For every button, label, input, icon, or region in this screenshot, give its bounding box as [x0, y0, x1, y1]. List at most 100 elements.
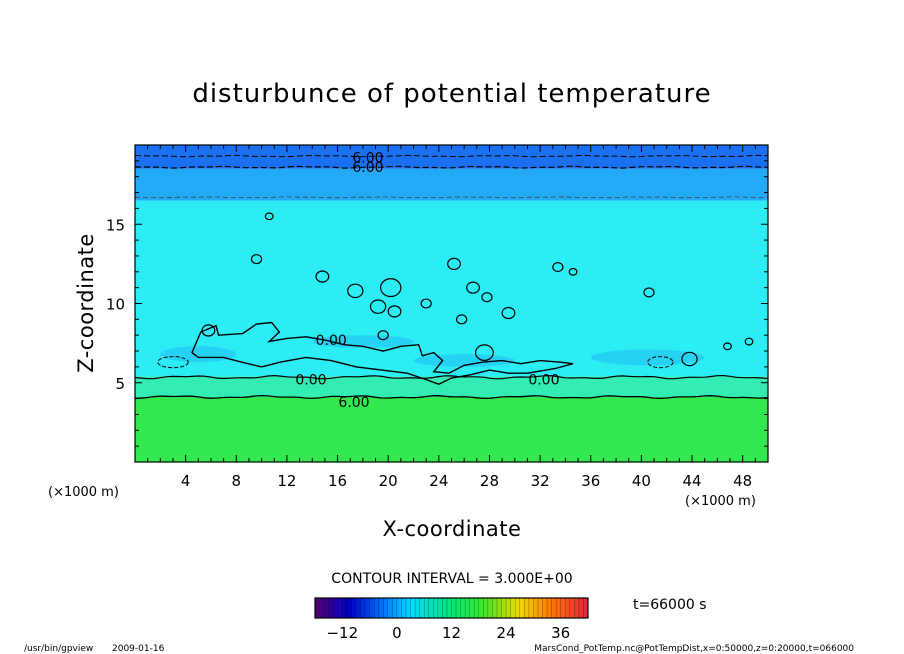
colorbar — [314, 598, 589, 618]
colorbar-segment — [342, 598, 348, 618]
contour-line-pos6 — [135, 394, 768, 400]
x-tick-label: 28 — [480, 472, 499, 490]
colorbar-segment — [574, 598, 580, 618]
colorbar-segment — [337, 598, 343, 618]
contour-line-neg9 — [135, 154, 768, 158]
colorbar-segment — [519, 598, 525, 618]
x-tick-label: 16 — [328, 472, 347, 490]
cool-patch-0 — [160, 346, 237, 363]
colorbar-segment — [360, 598, 366, 618]
colorbar-segment — [542, 598, 548, 618]
colorbar-segment — [533, 598, 539, 618]
colorbar-segment — [510, 598, 516, 618]
cool-patch-3 — [312, 335, 414, 348]
contour-label-3: 0.00 — [295, 373, 326, 389]
contour-blob-3 — [347, 283, 364, 299]
colorbar-segment — [333, 598, 339, 618]
contour-line-zero-upper — [191, 321, 574, 386]
x-tick-label: 8 — [232, 472, 242, 490]
contour-blob-12 — [552, 262, 564, 273]
colorbar-segment — [401, 598, 407, 618]
contour-blob-8 — [447, 257, 461, 271]
colorbar-segment — [537, 598, 543, 618]
colorbar-segment — [460, 598, 466, 618]
x-unit-label-left: (×1000 m) — [48, 485, 119, 500]
contour-labels: 6.006.000.000.00 0.006.00 — [295, 151, 559, 411]
colorbar-tick-labels: −12 0 12 24 36 — [326, 624, 570, 642]
colorbar-segment — [551, 598, 557, 618]
contour-blob-4 — [380, 278, 402, 298]
colorbar-segment — [365, 598, 371, 618]
colorbar-segment — [524, 598, 530, 618]
colorbar-segment — [319, 598, 325, 618]
x-tick-label: 20 — [379, 472, 398, 490]
contour-label-5: 6.00 — [338, 395, 369, 411]
colorbar-segment — [456, 598, 462, 618]
colorbar-segment — [396, 598, 402, 618]
colorbar-segment — [483, 598, 489, 618]
colorbar-segment — [387, 598, 393, 618]
colorbar-segment — [569, 598, 575, 618]
footer-source: MarsCond_PotTemp.nc@PotTempDist,x=0:5000… — [534, 644, 854, 654]
contour-label-0: 6.00 — [352, 151, 383, 167]
colorbar-segment — [346, 598, 352, 618]
contour-blob-0 — [250, 254, 263, 265]
x-tick-label: 32 — [531, 472, 550, 490]
contour-region-1 — [135, 376, 768, 398]
contour-blob-7 — [420, 298, 432, 309]
x-tick-label: 36 — [581, 472, 600, 490]
x-tick-label: 40 — [632, 472, 651, 490]
contour-blob-11 — [501, 306, 516, 320]
colorbar-tick-label: 12 — [442, 624, 461, 642]
colorbar-segment — [506, 598, 512, 618]
contour-blob-21 — [201, 324, 216, 337]
colorbar-segment — [487, 598, 493, 618]
contour-region-0 — [135, 397, 768, 462]
contour-label-1: 6.00 — [352, 160, 383, 176]
contour-blob-9 — [466, 281, 480, 294]
contour-line-neg6 — [135, 165, 768, 169]
colorbar-segment — [406, 598, 412, 618]
y-tick-label: 15 — [106, 216, 125, 234]
contour-blob-15 — [681, 351, 698, 367]
colorbar-segment — [378, 598, 384, 618]
x-tick-label: 4 — [181, 472, 191, 490]
contour-blob-19 — [377, 330, 389, 341]
x-tick-label: 48 — [733, 472, 752, 490]
colorbar-segment — [437, 598, 443, 618]
time-label: t=66000 s — [633, 597, 707, 613]
colorbar-tick-label: −12 — [326, 624, 358, 642]
contour-blob-16 — [723, 342, 732, 351]
contour-fill-bands — [135, 145, 768, 462]
contour-blob-2 — [315, 270, 330, 283]
colorbar-segment — [315, 598, 321, 618]
contour-neg-blob-0 — [157, 356, 189, 369]
colorbar-segment — [446, 598, 452, 618]
contour-blob-10 — [481, 292, 493, 303]
contour-neg-blob-1 — [647, 356, 674, 369]
x-unit-label-right: (×1000 m) — [685, 494, 756, 509]
colorbar-segment — [328, 598, 334, 618]
colorbar-segment — [492, 598, 498, 618]
y-axis-ticks: 5 10 15 — [106, 160, 768, 447]
contour-blob-5 — [369, 299, 387, 314]
colorbar-segment — [410, 598, 416, 618]
x-tick-label: 44 — [682, 472, 701, 490]
contour-region-3 — [135, 168, 768, 201]
colorbar-segment — [556, 598, 562, 618]
contour-blob-1 — [264, 212, 274, 221]
colorbar-segment — [355, 598, 361, 618]
colorbar-segment — [392, 598, 398, 618]
colorbar-frame — [314, 597, 589, 619]
contour-lines — [135, 154, 768, 400]
contour-blob-17 — [744, 337, 754, 346]
contour-blob-18 — [474, 344, 494, 362]
colorbar-segment — [419, 598, 425, 618]
cool-patch-2 — [590, 349, 705, 366]
colorbar-segment — [565, 598, 571, 618]
contour-label-4: 0.00 — [528, 373, 559, 389]
colorbar-segment — [451, 598, 457, 618]
y-axis-title: Z-coordinate — [74, 233, 98, 373]
colorbar-segment — [351, 598, 357, 618]
